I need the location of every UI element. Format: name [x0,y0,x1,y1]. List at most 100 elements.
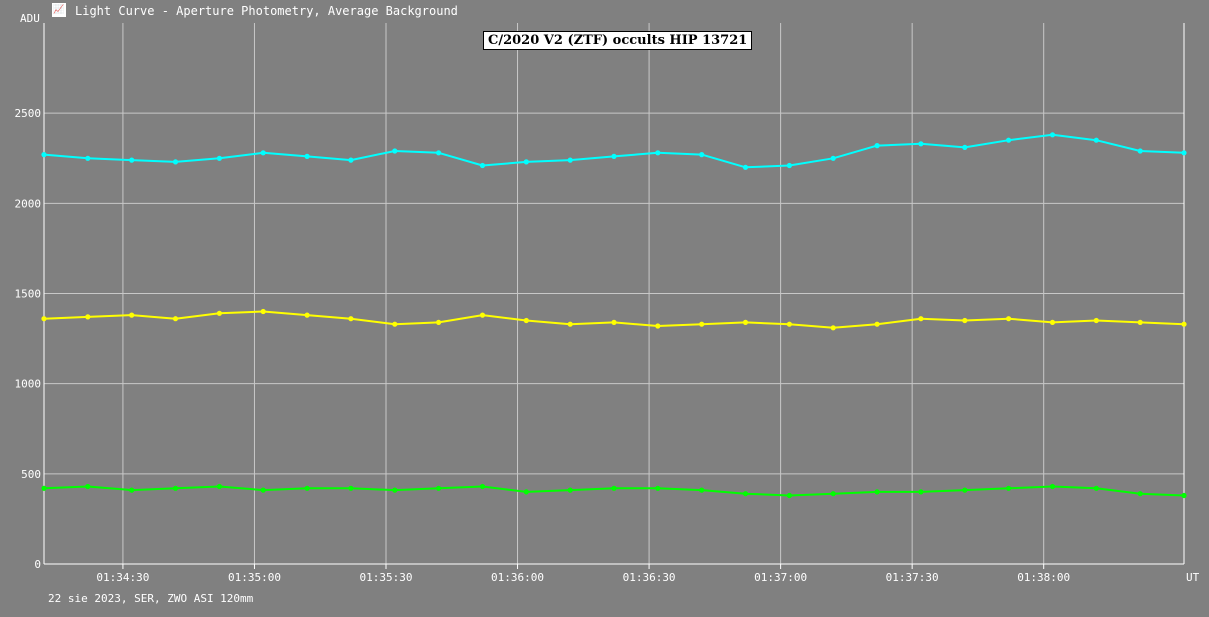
series-3-point [655,485,661,491]
series-3-point [611,485,617,491]
series-3-point [479,483,486,490]
series-2-point [699,321,705,327]
series-3-point [216,483,222,490]
series-3-point [742,491,749,497]
series-2-point [1137,319,1143,325]
series-1-point [129,157,135,163]
grid-layer [44,23,1184,564]
tick-label-layer: 0 500 1000 1500 2000 2500 01:34:30 01:35:00 01:3… [15,107,1200,584]
series-2-point [260,308,266,315]
series-2-point [874,321,880,327]
series-1-line [43,133,1185,169]
series-2-point [918,316,924,322]
series-3-point [1181,492,1187,499]
series-3-point [392,487,398,493]
series-2-point [962,317,968,324]
series-3-point [523,489,529,495]
series-2-point [392,321,398,327]
series-1-point [742,164,749,170]
chart-app-icon[interactable]: 📈 [52,3,66,17]
x-axis-label: UT [1186,571,1200,584]
series-1-point [1006,137,1012,143]
footer-caption: 22 sie 2023, SER, ZWO ASI 120mm [48,592,254,605]
series-3-point [129,487,135,493]
x-tick-label: 01:35:00 [228,571,281,584]
y-tick-label: 0 [34,558,41,571]
series-1-point [699,152,705,158]
series-2-point [830,325,836,331]
series-2-point [129,312,135,318]
x-tick-label: 01:36:30 [623,571,676,584]
series-1-point [260,150,266,156]
series-1-point [85,155,91,161]
series-2-point [742,319,749,325]
series-2-point [304,312,310,318]
series-2-point [1181,321,1187,327]
y-tick-label: 1000 [15,378,42,391]
chart-title: C/2020 V2 (ZTF) occults HIP 13721 [483,31,753,50]
series-1-point [172,159,179,165]
series-3-point [172,485,179,491]
series-2-point [172,316,179,322]
series-1-point [1181,150,1187,156]
window-title: Light Curve - Aperture Photometry, Avera… [75,4,458,18]
series-3-point [962,487,968,493]
series-3-point [1093,485,1099,491]
series-2-point [216,310,222,316]
series-1-point [1093,137,1099,143]
series-3-point [1049,483,1056,490]
series-1-point [611,153,617,159]
series-2-point [567,321,573,327]
series-1-point [1137,148,1143,154]
series-3-point [1137,491,1143,497]
series-layer [41,132,1187,499]
series-2-point [1006,316,1012,322]
series-2-point [611,319,617,325]
series-1-point [523,159,529,165]
series-1-point [830,155,836,161]
series-1-point [918,141,924,147]
series-3-point [786,492,793,499]
y-tick-label: 2500 [15,107,42,120]
y-axis-label: ADU [20,12,40,25]
series-1-point [216,155,222,161]
series-1-point [786,162,793,169]
series-3-point [85,483,91,490]
series-1-point [436,150,442,156]
series-1-point [1049,132,1056,138]
series-1-point [479,162,486,169]
x-tick-label: 01:37:00 [754,571,807,584]
y-tick-label: 500 [21,468,41,481]
x-tick-label: 01:37:30 [886,571,939,584]
series-2-point [479,312,486,318]
series-1-point [567,157,573,163]
series-3-point [348,485,354,491]
series-2-point [786,321,793,327]
x-tick-label: 01:35:30 [360,571,413,584]
series-1-point [392,148,398,154]
series-3-point [41,485,47,491]
series-1-point [874,143,880,149]
series-2-point [523,317,529,324]
series-3-point [830,491,836,497]
y-tick-label: 1500 [15,288,42,301]
series-2-line [43,310,1185,329]
series-2-point [1049,319,1056,325]
series-1-point [348,157,354,163]
y-tick-label: 2000 [15,197,42,210]
series-3-point [699,487,705,493]
series-3-point [436,485,442,491]
x-tick-label: 01:34:30 [96,571,149,584]
axes-layer [43,23,1185,569]
series-2-point [655,323,661,329]
series-3-point [304,485,310,491]
series-3-point [918,489,924,495]
series-1-point [655,150,661,156]
series-2-point [1093,317,1099,324]
x-tick-label: 01:36:00 [491,571,544,584]
x-tick-label: 01:38:00 [1017,571,1070,584]
series-1-point [304,153,310,159]
series-1-point [41,152,47,158]
series-2-point [85,314,91,320]
